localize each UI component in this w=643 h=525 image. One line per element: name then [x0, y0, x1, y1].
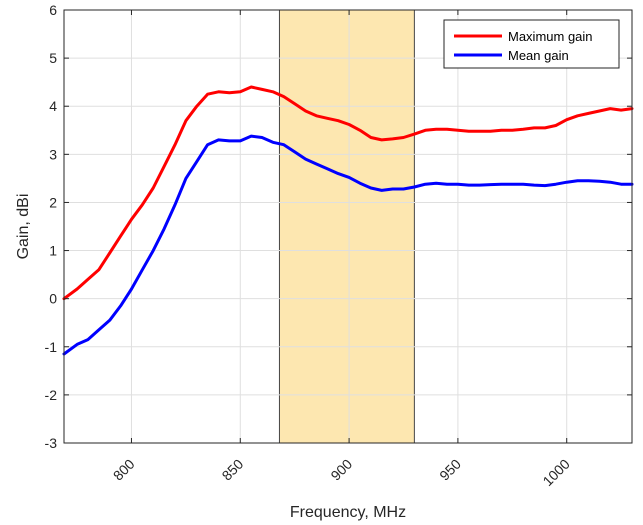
y-tick-label: 6 — [49, 2, 57, 18]
plot-frame — [63, 9, 633, 444]
series-layer — [62, 85, 634, 356]
legend-box — [443, 19, 620, 69]
y-axis-label: Gain, dBi — [15, 194, 32, 260]
y-tick-label: -3 — [45, 435, 58, 451]
series-line-0 — [62, 85, 634, 301]
y-tick-label: -2 — [45, 387, 58, 403]
highlight-band-layer — [278, 10, 415, 443]
y-tick-label: -1 — [45, 339, 58, 355]
y-tick-label: 5 — [49, 50, 57, 66]
x-axis-label: Frequency, MHz — [290, 504, 406, 521]
y-tick-label: 2 — [49, 194, 57, 210]
legend: Maximum gain Mean gain — [443, 19, 620, 69]
y-tick-label: 1 — [49, 243, 57, 259]
legend-label-0: Maximum gain — [508, 29, 593, 44]
y-tick-label: 0 — [49, 291, 57, 307]
y-tick-label: 4 — [49, 98, 57, 114]
series-line-1 — [62, 134, 634, 356]
highlight-band — [279, 10, 415, 443]
y-tick-label: 3 — [49, 146, 57, 162]
legend-label-1: Mean gain — [508, 48, 569, 63]
